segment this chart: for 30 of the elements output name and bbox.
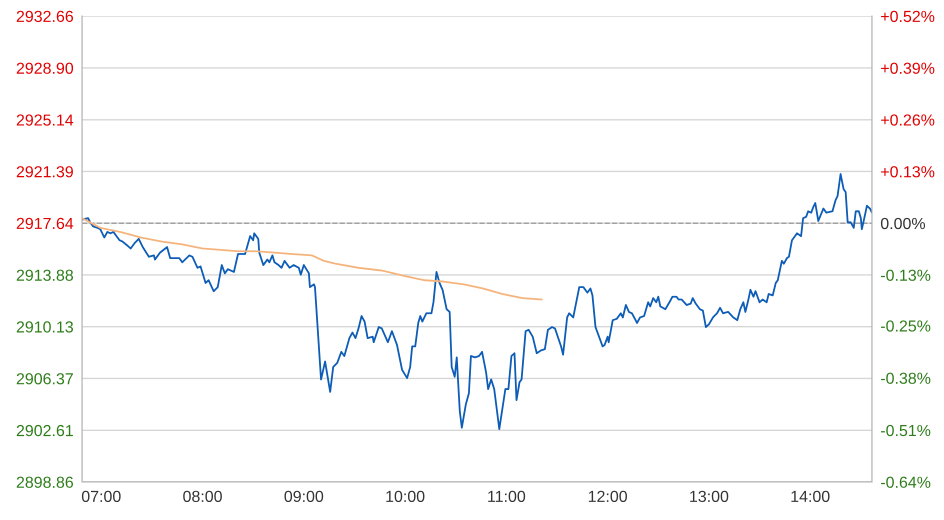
y2-tick-label: +0.39% xyxy=(881,62,934,74)
y2-tick-label: -0.38% xyxy=(881,372,930,384)
y-tick-label: 2925.14 xyxy=(16,114,74,126)
y2-tick-label: 0.00% xyxy=(880,218,926,230)
y2-tick-label: -0.64% xyxy=(881,476,930,488)
x-tick-label: 08:00 xyxy=(183,490,222,502)
y-tick-label: 2917.64 xyxy=(16,218,74,230)
y2-tick-label: -0.25% xyxy=(881,320,930,332)
y-tick-label: 2932.66 xyxy=(16,10,74,22)
line-series xyxy=(82,173,872,430)
x-tick-label: 07:00 xyxy=(82,490,121,502)
y-tick-label: 2921.39 xyxy=(16,166,73,178)
y2-tick-label: -0.13% xyxy=(881,270,930,281)
y2-tick-label: +0.52% xyxy=(881,10,934,22)
x-tick-label: 14:00 xyxy=(791,490,830,502)
y2-tick-label: -0.51% xyxy=(881,424,930,436)
x-tick-label: 10:00 xyxy=(386,490,424,502)
y-tick-label: 2898.86 xyxy=(16,476,74,488)
y-tick-label: 2913.88 xyxy=(16,270,74,281)
line-series xyxy=(82,217,543,300)
x-tick-label: 11:00 xyxy=(488,490,526,502)
x-tick-label: 13:00 xyxy=(690,490,728,502)
y-tick-label: 2928.90 xyxy=(16,62,74,74)
y-tick-label: 2902.61 xyxy=(16,424,73,436)
y-tick-label: 2910.13 xyxy=(16,321,74,333)
y-tick-label: 2906.37 xyxy=(16,373,73,384)
x-tick-label: 09:00 xyxy=(284,490,324,502)
y2-tick-label: +0.26% xyxy=(881,114,934,126)
y2-tick-label: +0.13% xyxy=(881,166,934,178)
x-tick-label: 12:00 xyxy=(588,490,628,502)
